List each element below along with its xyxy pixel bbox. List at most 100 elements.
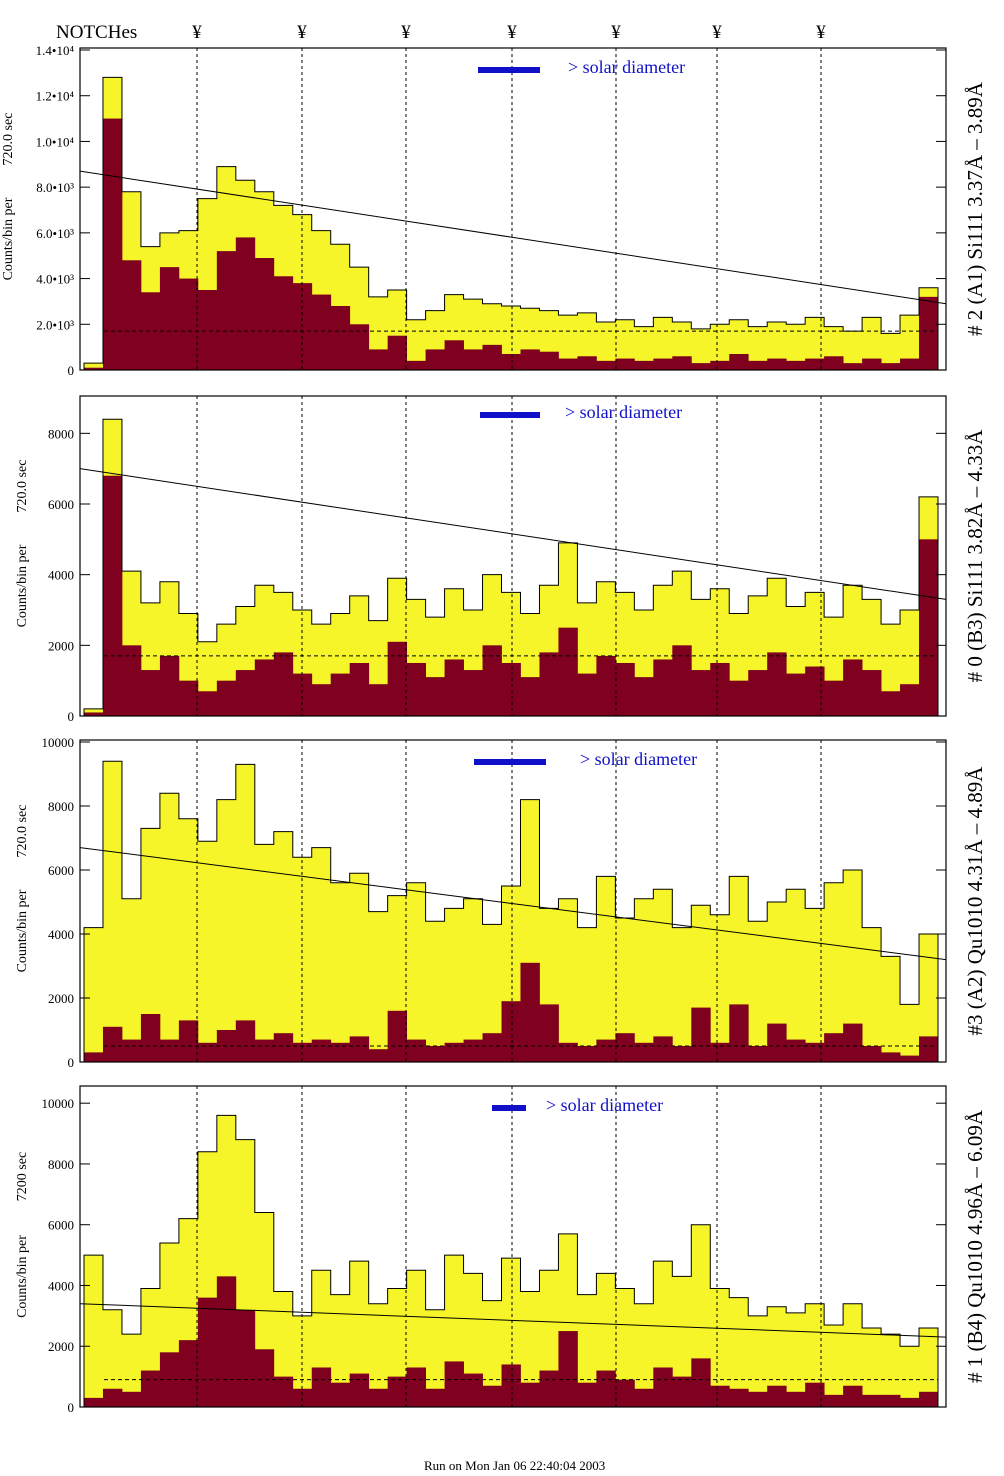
panel-4: 0 2000 4000 6000 8000 10000 Counts/bin per 7200… bbox=[15, 1085, 987, 1415]
hist-total-bar bbox=[862, 317, 882, 370]
hist-selected-bar bbox=[843, 1385, 863, 1407]
hist-selected-bar bbox=[900, 358, 920, 370]
hist-selected-bar bbox=[425, 677, 445, 716]
hist-total-bar bbox=[710, 914, 730, 1062]
hist-total-bar bbox=[919, 934, 939, 1062]
hist-selected-bar bbox=[520, 349, 540, 370]
hist-total-bar bbox=[805, 908, 825, 1062]
hist-selected-bar bbox=[824, 1033, 844, 1062]
hist-selected-bar bbox=[729, 680, 749, 716]
hist-total-bar bbox=[862, 1328, 882, 1407]
hist-total-bar bbox=[558, 315, 578, 370]
hist-total-bar bbox=[197, 841, 218, 1062]
hist-total-bar bbox=[254, 844, 275, 1062]
hist-selected-bar bbox=[159, 1039, 180, 1062]
hist-selected-bar bbox=[444, 1361, 464, 1407]
hist-total-bar bbox=[330, 882, 351, 1062]
y-axis-label: Counts/bin per bbox=[1, 197, 16, 280]
hist-total-bar bbox=[102, 761, 123, 1062]
hist-total-bar bbox=[881, 956, 901, 1062]
legend-label: > solar diameter bbox=[580, 749, 697, 769]
hist-selected-bar bbox=[520, 677, 540, 716]
notch-marker: ¥ bbox=[401, 22, 411, 43]
hist-selected-bar bbox=[463, 349, 483, 370]
hist-selected-bar bbox=[159, 655, 180, 716]
hist-selected-bar bbox=[406, 1039, 426, 1062]
hist-selected-bar bbox=[368, 684, 389, 716]
hist-selected-bar bbox=[881, 691, 901, 716]
hist-selected-bar bbox=[862, 1046, 882, 1062]
hist-selected-bar bbox=[596, 360, 616, 370]
hist-selected-bar bbox=[387, 335, 408, 370]
hist-total-bar bbox=[292, 857, 313, 1062]
hist-total-bar bbox=[900, 1346, 920, 1407]
hist-total-bar bbox=[786, 889, 806, 1062]
hist-selected-bar bbox=[824, 356, 844, 370]
y-tick-label: 4.0•10³ bbox=[36, 272, 74, 287]
hist-selected-bar bbox=[84, 1397, 104, 1407]
hist-selected-bar bbox=[748, 670, 768, 716]
hist-total-bar bbox=[748, 326, 768, 370]
hist-selected-bar bbox=[349, 1036, 370, 1062]
hist-selected-bar bbox=[121, 1039, 142, 1062]
hist-selected-bar bbox=[292, 673, 313, 716]
y-axis-exposure: 720.0 sec bbox=[1, 113, 16, 166]
hist-selected-bar bbox=[691, 363, 711, 370]
y-tick-label: 6.0•10³ bbox=[36, 226, 74, 241]
hist-selected-bar bbox=[634, 360, 654, 370]
notch-marker: ¥ bbox=[712, 22, 722, 43]
hist-selected-bar bbox=[615, 1033, 635, 1062]
y-tick-label: 0 bbox=[68, 1400, 75, 1415]
hist-selected-bar bbox=[672, 645, 692, 716]
hist-selected-bar bbox=[843, 659, 863, 716]
hist-total-bar bbox=[444, 908, 464, 1062]
panels: 0 2.0•10³ 4.0•10³ 6.0•10³ 8.0•10³ 1.0•10⁴ 1.2•… bbox=[1, 43, 987, 1415]
hist-total-bar bbox=[368, 1303, 389, 1407]
hist-selected-bar bbox=[900, 1397, 920, 1407]
hist-selected-bar bbox=[482, 645, 502, 716]
hist-selected-bar bbox=[311, 294, 332, 370]
hist-selected-bar bbox=[729, 1004, 749, 1062]
hist-total-bar bbox=[805, 1303, 825, 1407]
hist-selected-bar bbox=[121, 645, 142, 716]
y-tick-label: 2000 bbox=[48, 638, 74, 653]
hist-selected-bar bbox=[254, 258, 275, 370]
hist-selected-bar bbox=[216, 680, 237, 716]
hist-selected-bar bbox=[710, 360, 730, 370]
hist-selected-bar bbox=[254, 659, 275, 716]
hist-selected-bar bbox=[349, 1373, 370, 1407]
hist-selected-bar bbox=[824, 1394, 844, 1407]
hist-total-bar bbox=[330, 1294, 351, 1407]
legend-label: > solar diameter bbox=[568, 57, 685, 77]
hist-total-bar bbox=[102, 1309, 123, 1407]
hist-selected-bar bbox=[140, 1370, 161, 1407]
hist-selected-bar bbox=[292, 1388, 313, 1407]
y-tick-label: 6000 bbox=[48, 497, 74, 512]
panel-title: # 1 (B4) Qu1010 4.96Å – 6.09Å bbox=[963, 1109, 987, 1383]
hist-selected-bar bbox=[387, 1376, 408, 1407]
hist-selected-bar bbox=[102, 1388, 123, 1407]
hist-selected-bar bbox=[501, 354, 521, 370]
hist-total-bar bbox=[349, 1261, 370, 1407]
hist-selected-bar bbox=[710, 1385, 730, 1407]
hist-outline bbox=[83, 760, 939, 1062]
hist-selected-bar bbox=[843, 363, 863, 370]
y-tick-label: 0 bbox=[68, 363, 75, 378]
y-tick-label: 0 bbox=[68, 1055, 75, 1070]
hist-total-bar bbox=[178, 818, 199, 1062]
y-tick-label: 10000 bbox=[42, 1096, 75, 1111]
hist-total-bar bbox=[748, 921, 768, 1062]
hist-selected-bar bbox=[463, 670, 483, 716]
hist-total-bar bbox=[425, 921, 445, 1062]
y-axis-label: Counts/bin per bbox=[15, 889, 30, 972]
hist-selected-bar bbox=[197, 1297, 218, 1407]
hist-selected-bar bbox=[653, 1367, 673, 1407]
hist-total-bar bbox=[615, 319, 635, 370]
hist-total-bar bbox=[577, 927, 597, 1062]
hist-total-bar bbox=[615, 918, 635, 1062]
hist-selected-bar bbox=[235, 670, 256, 716]
hist-selected-bar bbox=[235, 1309, 256, 1407]
hist-total-bar bbox=[84, 927, 104, 1062]
hist-total-bar bbox=[216, 799, 237, 1062]
y-axis-exposure: 720.0 sec bbox=[15, 805, 30, 858]
